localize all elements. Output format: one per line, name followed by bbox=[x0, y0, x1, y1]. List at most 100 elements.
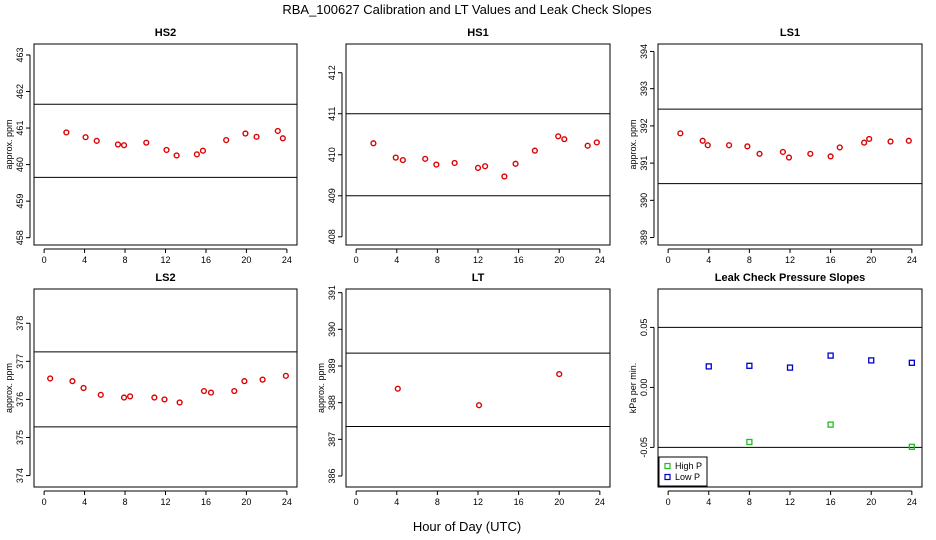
data-point bbox=[704, 142, 711, 149]
data-point bbox=[231, 387, 238, 395]
y-tick-label: 462 bbox=[15, 84, 25, 99]
data-point bbox=[200, 387, 208, 395]
panel-title-lt: LT bbox=[472, 272, 485, 284]
data-point bbox=[253, 133, 260, 140]
x-tick-label: 8 bbox=[747, 497, 752, 507]
panel-title-hs2: HS2 bbox=[155, 27, 176, 39]
data-point bbox=[807, 150, 814, 157]
x-tick-label: 16 bbox=[201, 497, 211, 507]
y-tick-label: 375 bbox=[15, 430, 25, 445]
data-point bbox=[725, 142, 733, 149]
panel-title-leak-check-pressure-slopes: Leak Check Pressure Slopes bbox=[715, 272, 865, 284]
x-tick-label: 4 bbox=[394, 255, 399, 265]
legend-box bbox=[658, 456, 708, 487]
y-tick-label: 461 bbox=[15, 121, 25, 136]
x-tick-label: 4 bbox=[706, 255, 711, 265]
panel-title-hs1: HS1 bbox=[467, 27, 488, 39]
x-tick-label: 24 bbox=[595, 255, 605, 265]
data-point bbox=[827, 352, 834, 359]
data-point bbox=[259, 376, 266, 383]
y-tick-label: 390 bbox=[327, 322, 337, 337]
data-point bbox=[561, 136, 568, 143]
data-point bbox=[593, 139, 600, 146]
y-tick-label: 386 bbox=[327, 468, 337, 483]
data-point bbox=[908, 359, 915, 366]
panel-hs1: HS1 0 4 8 12 16 20 24 408 409 410 411 412 bbox=[327, 27, 611, 265]
data-point bbox=[161, 396, 168, 403]
data-point bbox=[279, 135, 286, 142]
x-tick-label: 16 bbox=[826, 255, 836, 265]
x-tick-label: 8 bbox=[123, 497, 128, 507]
y-tick-label: 389 bbox=[639, 230, 649, 245]
x-tick-label: 0 bbox=[666, 255, 671, 265]
data-point bbox=[866, 135, 873, 143]
legend-label: High P bbox=[675, 461, 702, 471]
x-tick-label: 0 bbox=[42, 255, 47, 265]
data-point bbox=[827, 421, 834, 428]
x-tick-label: 8 bbox=[435, 255, 440, 265]
plot-frame bbox=[657, 43, 923, 246]
y-tick-label: 388 bbox=[327, 395, 337, 410]
data-point bbox=[120, 142, 128, 149]
panel-hs2: HS2 0 4 8 12 16 20 24 458 459 460 461 462 463 approx. … bbox=[4, 27, 298, 265]
y-tick-label: 392 bbox=[639, 118, 649, 133]
plot-frame bbox=[345, 288, 611, 488]
data-point bbox=[63, 129, 70, 136]
x-tick-label: 12 bbox=[473, 255, 483, 265]
data-point bbox=[786, 364, 794, 371]
data-point bbox=[143, 139, 150, 146]
data-point bbox=[474, 164, 482, 171]
plot-frame bbox=[33, 43, 298, 246]
data-point bbox=[451, 159, 458, 167]
data-point bbox=[80, 384, 87, 392]
data-point bbox=[836, 144, 843, 151]
y-tick-label: 0.05 bbox=[639, 319, 649, 337]
data-point bbox=[126, 393, 134, 400]
x-tick-label: 24 bbox=[282, 497, 292, 507]
data-point bbox=[744, 143, 751, 150]
data-point bbox=[584, 142, 591, 149]
x-tick-label: 20 bbox=[554, 255, 564, 265]
data-point bbox=[512, 160, 519, 167]
x-tick-label: 12 bbox=[785, 497, 795, 507]
figure-title: RBA_100627 Calibration and LT Values and… bbox=[282, 2, 652, 17]
y-tick-label: 411 bbox=[327, 107, 337, 121]
x-axis-label: Hour of Day (UTC) bbox=[413, 519, 521, 534]
data-point bbox=[756, 150, 763, 157]
data-point bbox=[241, 378, 248, 385]
x-tick-label: 12 bbox=[160, 255, 170, 265]
y-tick-label: 409 bbox=[327, 188, 337, 203]
x-tick-label: 16 bbox=[826, 497, 836, 507]
data-point bbox=[677, 130, 684, 137]
y-tick-label: -0.05 bbox=[639, 437, 649, 458]
data-point bbox=[274, 127, 281, 135]
plot-frame bbox=[345, 43, 611, 246]
y-axis-label: approx. ppm bbox=[4, 363, 14, 413]
data-point bbox=[82, 134, 89, 141]
data-point bbox=[163, 146, 170, 154]
y-tick-label: 459 bbox=[15, 194, 25, 209]
y-tick-label: 460 bbox=[15, 157, 25, 172]
y-tick-label: 394 bbox=[639, 44, 649, 59]
data-point bbox=[199, 147, 207, 154]
panel-lt: LT 0 4 8 12 16 20 24 386 387 388 389 390 391 approx. p… bbox=[316, 272, 611, 507]
x-tick-label: 0 bbox=[354, 497, 359, 507]
x-tick-label: 24 bbox=[595, 497, 605, 507]
data-point bbox=[699, 137, 706, 144]
panel-ls1: LS1 0 4 8 12 16 20 24 389 390 391 392 393 394 approx. … bbox=[628, 27, 923, 265]
x-tick-label: 16 bbox=[514, 255, 524, 265]
data-point bbox=[908, 443, 915, 450]
y-tick-label: 376 bbox=[15, 392, 25, 407]
x-tick-label: 12 bbox=[160, 497, 170, 507]
data-point bbox=[555, 133, 562, 140]
data-point bbox=[905, 137, 912, 144]
legend-swatch bbox=[664, 462, 671, 470]
data-point bbox=[531, 147, 538, 154]
data-point bbox=[47, 375, 54, 382]
legend-swatch bbox=[664, 473, 671, 481]
data-point bbox=[207, 389, 215, 396]
data-point bbox=[746, 438, 753, 446]
x-tick-label: 0 bbox=[354, 255, 359, 265]
y-axis-label: approx. ppm bbox=[4, 119, 14, 169]
